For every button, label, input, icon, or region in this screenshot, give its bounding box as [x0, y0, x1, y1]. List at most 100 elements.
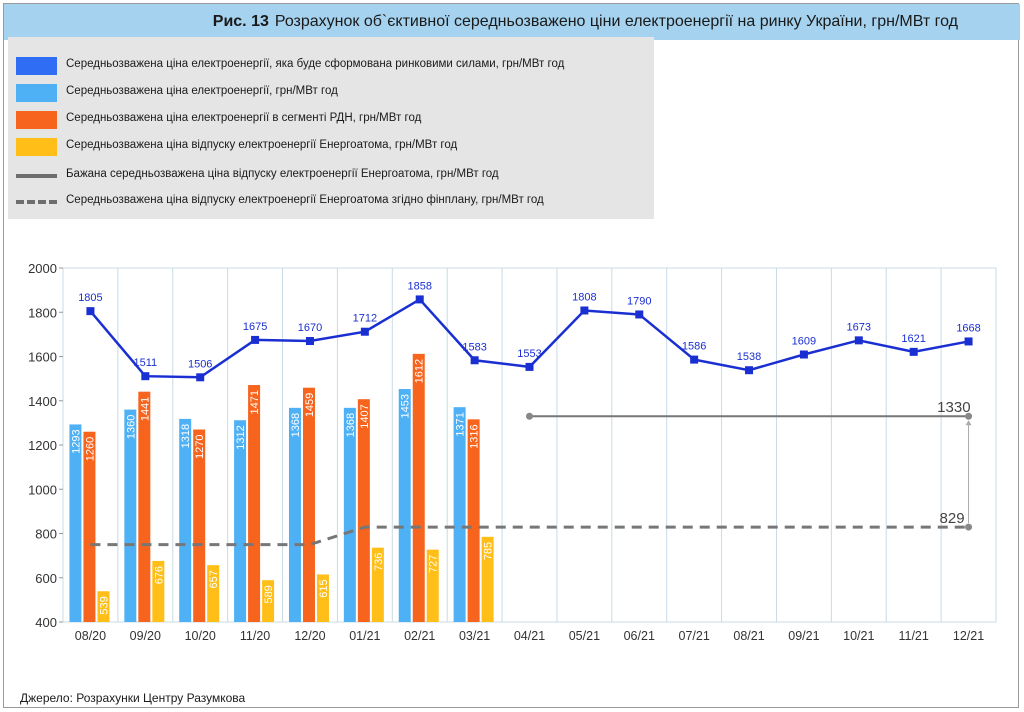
- y-tick-label: 1600: [28, 350, 57, 365]
- x-tick-label: 07/21: [679, 629, 710, 643]
- legend-label-market: Середньозважена ціна електроенергії, яка…: [66, 58, 565, 70]
- legend-item-rdn: Середньозважена ціна електроенергії в се…: [8, 109, 654, 129]
- y-tick-label: 2000: [28, 261, 57, 276]
- y-tick-label: 1200: [28, 438, 57, 453]
- market-point-label: 1538: [737, 351, 761, 363]
- bar-label-rdn: 1270: [194, 435, 206, 459]
- bar-rdn: [83, 431, 96, 622]
- bar-label-rdn: 1407: [359, 404, 371, 428]
- market-point: [635, 310, 644, 319]
- market-point-label: 1675: [243, 321, 267, 333]
- market-point-label: 1790: [627, 295, 651, 307]
- bar-label-energoatom: 736: [373, 553, 385, 571]
- x-tick-label: 08/21: [733, 629, 764, 643]
- legend-item-average: Середньозважена ціна електроенергії, грн…: [8, 82, 654, 102]
- market-point: [690, 355, 699, 364]
- bar-rdn: [193, 429, 206, 622]
- market-point-label: 1808: [572, 291, 596, 303]
- market-point-label: 1805: [78, 292, 102, 304]
- bar-energoatom: [426, 549, 439, 622]
- bar-energoatom: [262, 580, 275, 622]
- bar-rdn: [248, 385, 261, 622]
- market-point: [799, 350, 808, 359]
- legend-line-desired: [16, 174, 57, 178]
- market-point: [964, 337, 973, 346]
- legend-line-finplan: [16, 200, 57, 204]
- bar-label-avg: 1293: [70, 429, 82, 453]
- market-point: [141, 372, 150, 381]
- market-point-label: 1553: [517, 348, 541, 360]
- market-point-label: 1668: [956, 322, 980, 334]
- bar-label-rdn: 1260: [84, 437, 96, 461]
- x-tick-label: 05/21: [569, 629, 600, 643]
- market-point-label: 1858: [407, 280, 431, 292]
- market-point: [360, 327, 369, 336]
- figure-title-text: Розрахунок об`єктивної середньозважено ц…: [274, 13, 958, 30]
- x-tick-label: 10/20: [185, 629, 216, 643]
- x-tick-label: 08/20: [75, 629, 106, 643]
- bar-energoatom: [371, 547, 384, 622]
- market-point-label: 1673: [847, 321, 871, 333]
- market-point: [415, 295, 424, 304]
- bar-label-energoatom: 539: [98, 596, 110, 614]
- legend-swatch-energoatom: [16, 138, 57, 156]
- bar-label-energoatom: 589: [263, 585, 275, 603]
- bar-label-avg: 1312: [235, 425, 247, 449]
- bar-avg: [124, 409, 137, 622]
- bar-rdn: [357, 399, 370, 622]
- market-point: [196, 373, 205, 382]
- source-note: Джерело: Розрахунки Центру Разумкова: [20, 691, 246, 705]
- bar-label-energoatom: 676: [153, 566, 165, 584]
- x-tick-label: 12/20: [294, 629, 325, 643]
- legend: Середньозважена ціна електроенергії, яка…: [8, 37, 654, 219]
- market-point: [470, 356, 479, 365]
- finplan-end-marker: [965, 523, 973, 531]
- figure-number: Рис. 13: [212, 13, 269, 30]
- bar-label-energoatom: 785: [483, 542, 495, 560]
- y-tick-label: 600: [35, 571, 57, 586]
- bar-avg: [453, 407, 466, 622]
- x-tick-label: 12/21: [953, 629, 984, 643]
- legend-label-energoatom: Середньозважена ціна відпуску електроене…: [66, 139, 458, 151]
- title-bar: Рис. 13 Розрахунок об`єктивної середньозв…: [4, 4, 1020, 40]
- x-tick-label: 09/21: [788, 629, 819, 643]
- market-point: [525, 362, 534, 371]
- bar-label-energoatom: 657: [208, 570, 220, 588]
- bar-label-rdn: 1471: [249, 390, 261, 414]
- market-point: [580, 306, 589, 315]
- bar-avg: [69, 424, 82, 622]
- y-tick-label: 800: [35, 527, 57, 542]
- market-point: [854, 336, 863, 345]
- legend-item-desired: Бажана середньозважена ціна відпуску еле…: [8, 165, 654, 185]
- legend-swatch-rdn: [16, 111, 57, 129]
- x-tick-label: 11/20: [240, 629, 270, 643]
- bar-label-avg: 1360: [125, 415, 137, 439]
- bar-avg: [179, 418, 192, 622]
- market-point: [305, 337, 314, 346]
- x-tick-label: 01/21: [349, 629, 380, 643]
- bar-label-energoatom: 615: [318, 579, 330, 597]
- market-point-label: 1586: [682, 341, 706, 353]
- bar-label-rdn: 1316: [469, 424, 481, 448]
- bar-rdn: [302, 387, 315, 622]
- bar-rdn: [138, 391, 151, 622]
- figure-title: Рис. 13 Розрахунок об`єктивної середньозв…: [213, 13, 958, 31]
- market-point-label: 1609: [792, 336, 816, 348]
- bar-label-rdn: 1459: [304, 393, 316, 417]
- bar-label-avg: 1368: [290, 413, 302, 437]
- bar-label-avg: 1371: [455, 412, 467, 436]
- x-tick-label: 04/21: [514, 629, 545, 643]
- market-point: [86, 307, 95, 316]
- market-point: [251, 335, 260, 344]
- legend-item-finplan: Середньозважена ціна відпуску електроене…: [8, 191, 654, 211]
- market-point-label: 1506: [188, 358, 212, 370]
- bar-label-rdn: 1612: [414, 359, 426, 383]
- x-tick-label: 03/21: [459, 629, 490, 643]
- x-tick-label: 02/21: [404, 629, 435, 643]
- legend-item-market: Середньозважена ціна електроенергії, яка…: [8, 55, 654, 75]
- bar-rdn: [412, 353, 425, 622]
- legend-label-rdn: Середньозважена ціна електроенергії в се…: [66, 112, 422, 124]
- bar-avg: [288, 407, 301, 622]
- bar-energoatom: [97, 591, 110, 622]
- legend-label-desired: Бажана середньозважена ціна відпуску еле…: [66, 168, 499, 180]
